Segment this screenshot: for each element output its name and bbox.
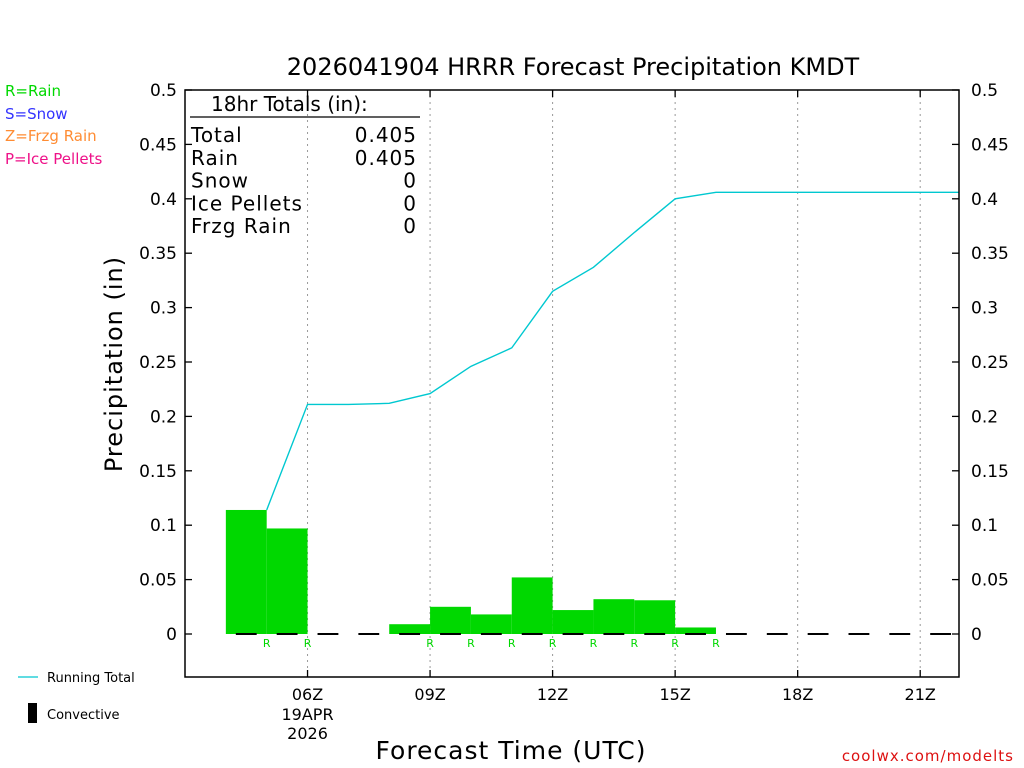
totals-row-label: Rain [191,146,239,170]
legend-snow: S=Snow [5,104,68,123]
totals-box: 18hr Totals (in): Total 0.405 Rain 0.405 Sno… [190,92,420,238]
precip-type-label: R [304,637,312,650]
precip-type-label: R [549,637,557,650]
y-tick-label-right: 0.25 [971,353,1009,373]
precip-type-label: R [671,637,679,650]
y-axis-right: 0 0.05 0.1 0.15 0.2 0.25 0.3 0.35 0.4 0.45 0.5 [952,81,1009,645]
precip-type-label: R [630,637,638,650]
credit-text: coolwx.com/modelts [842,747,1014,765]
totals-row-value: 0.405 [355,123,417,147]
legend-ice-pellets: P=Ice Pellets [5,149,103,168]
y-tick-label-left: 0.35 [139,244,177,264]
precip-bar-9 [389,624,431,634]
precip-type-label: R [467,637,475,650]
x-tick-label-15Z: 15Z [659,685,690,704]
y-tick-label-left: 0.05 [139,571,177,591]
precip-bar-13 [552,610,594,634]
plot-frame [184,89,960,678]
totals-row-value: 0 [403,214,417,238]
precip-type-label: R [590,637,598,650]
y-tick-label-right: 0.05 [971,571,1009,591]
precip-bar-15 [634,600,676,634]
precip-bar-10 [430,606,471,634]
y-tick-label-right: 0.3 [971,299,998,319]
x-tick-label-09Z: 09Z [414,685,445,704]
y-tick-label-left: 0.4 [150,190,177,210]
totals-row-value: 0 [403,191,417,215]
precip-bars [225,509,952,635]
precip-type-label: R [508,637,516,650]
y-tick-label-right: 0.45 [971,135,1009,155]
x-tick-label-18Z: 18Z [782,685,813,704]
y-tick-label-left: 0.5 [150,81,177,101]
legend-rain: R=Rain [5,82,61,100]
convective-legend-swatch [28,703,37,723]
precip-bar-16 [675,627,716,634]
precip-bar-11 [470,614,512,634]
precip-bar-6 [266,528,308,634]
totals-row-value: 0.405 [355,146,417,170]
y-tick-label-left: 0.3 [150,299,177,319]
y-tick-label-right: 0.1 [971,516,998,536]
y-tick-label-left: 0.45 [139,135,177,155]
y-axis-left: 0 0.05 0.1 0.15 0.2 0.25 0.3 0.35 0.4 0.45 0.5 [139,81,192,645]
x-tick-date: 19APR [281,705,333,724]
running-total-line [266,191,959,511]
legend-frzg-rain: Z=Frzg Rain [5,127,97,145]
y-tick-label-right: 0.4 [971,190,998,210]
running-total-legend-label: Running Total [47,671,135,686]
precip-bar-5 [225,509,267,634]
precip-bar-14 [593,599,635,634]
totals-header: 18hr Totals (in): [211,92,368,116]
y-tick-label-right: 0 [971,625,982,645]
precip-type-label: R [426,637,434,650]
totals-row-label: Total [190,123,243,147]
y-tick-label-right: 0.5 [971,81,998,101]
running-total-series [266,191,959,511]
y-tick-label-right: 0.15 [971,462,1009,482]
totals-row-value: 0 [403,169,417,193]
y-tick-label-left: 0.15 [139,462,177,482]
y-tick-label-left: 0.25 [139,353,177,373]
x-tick-label-21Z: 21Z [905,685,936,704]
precip-type-label: R [712,637,720,650]
y-tick-label-right: 0.35 [971,244,1009,264]
y-tick-label-left: 0.1 [150,516,177,536]
precip-type-legend: R=Rain S=Snow Z=Frzg Rain P=Ice Pellets [5,80,102,170]
y-axis-label: Precipitation (in) [100,256,128,472]
y-tick-label-left: 0.2 [150,407,177,427]
y-tick-label-right: 0.2 [971,407,998,427]
precip-bar-12 [511,577,553,634]
x-tick-year: 2026 [287,724,328,743]
precip-type-label: R [263,637,271,650]
x-tick-label-06Z: 06Z [292,685,323,704]
y-tick-label-left: 0 [166,625,177,645]
convective-legend-label: Convective [47,708,120,723]
x-axis-label: Forecast Time (UTC) [376,736,647,765]
totals-row-label: Ice Pellets [191,191,303,215]
chart-title: 2026041904 HRRR Forecast Precipitation K… [287,53,860,81]
x-tick-label-12Z: 12Z [537,685,568,704]
totals-row-label: Snow [191,169,249,193]
grid-lines [307,90,921,677]
totals-row-label: Frzg Rain [191,214,292,238]
